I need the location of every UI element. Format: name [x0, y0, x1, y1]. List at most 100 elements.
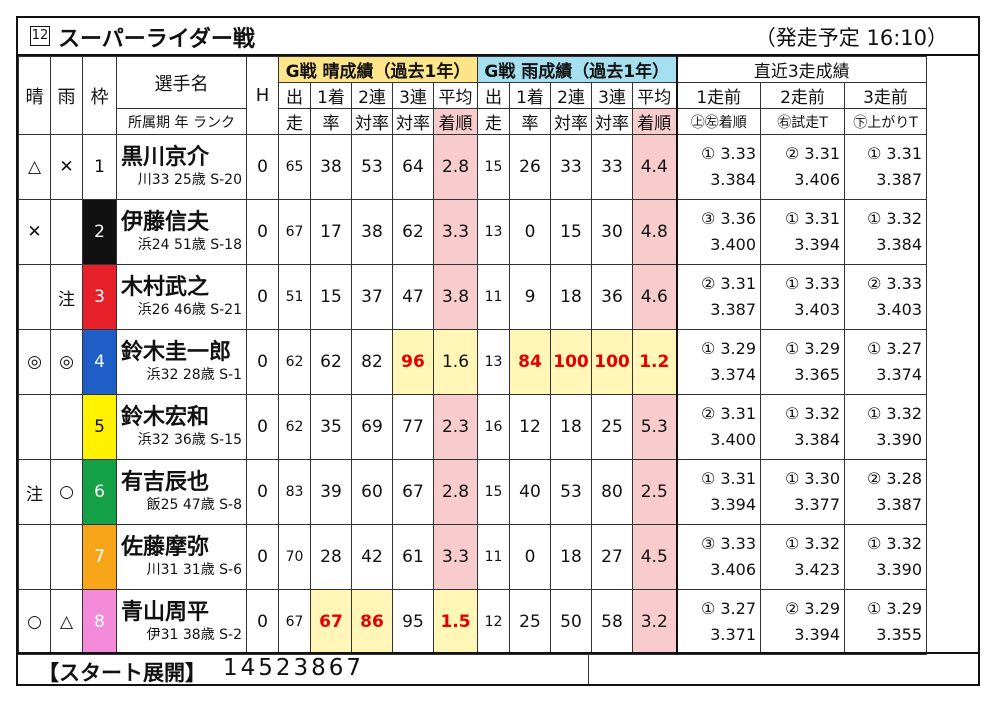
recent-agari-time: 3.394: [710, 495, 756, 514]
header-row-1: 晴 雨 枠 選手名 H G戦 晴成績（過去1年） G戦 雨成績（過去1年） 直近…: [18, 56, 927, 135]
rain-win-rate: 12: [509, 394, 551, 460]
handicap: 0: [246, 264, 279, 330]
title-bar: 12 スーパーライダー戦 （発走予定 16:10）: [18, 18, 978, 56]
rain-runs: 15: [477, 459, 510, 525]
header-row-3: 所属期 年 ランク 走 率 対率 対率 着順 走 率 対率 対率 着順 ㊤㊧着順…: [19, 108, 927, 135]
rider-name-cell: 黒川京介 川33 25歳 S-20: [116, 134, 247, 200]
sun-avg-finish: 2.8: [433, 459, 478, 525]
rain-avg-finish: 2.5: [632, 459, 677, 525]
rain-win-rate: 0: [509, 199, 551, 265]
header-row-2: 出 1着 2連 3連 平均 出 1着 2連 3連 平均 1走前 2走前 3走前: [19, 82, 927, 109]
sun-avg-finish: 3.3: [433, 524, 478, 590]
recent-place-trial: ① 3.32: [784, 534, 840, 553]
rain-trio-rate: 80: [591, 459, 633, 525]
sun-win-rate: 35: [310, 394, 352, 460]
sun-quinella-rate: 69: [351, 394, 393, 460]
recent-place-trial: ② 3.31: [700, 274, 756, 293]
header-c2b-rain: 率: [509, 108, 551, 135]
rider-name-cell: 鈴木宏和 浜32 36歳 S-15: [116, 394, 247, 460]
rain-quinella-rate: 18: [550, 524, 592, 590]
rain-quinella-rate: 18: [550, 394, 592, 460]
recent-agari-time: 3.387: [710, 300, 756, 319]
header-waku: 枠: [82, 56, 117, 135]
recent-agari-time: 3.387: [876, 495, 922, 514]
recent-place-trial: ② 3.29: [784, 599, 840, 618]
rain-trio-rate: 25: [591, 394, 633, 460]
sun-trio-rate: 67: [392, 459, 434, 525]
pred-rain: [50, 199, 83, 265]
sun-win-rate: 39: [310, 459, 352, 525]
rider-row: 注 3 木村武之 浜26 46歳 S-21 0 51 15 37 47 3.8 11 9 18 36 4.6…: [18, 264, 927, 330]
rain-runs: 12: [477, 589, 510, 655]
start-label: 【スタート展開】: [38, 661, 206, 685]
rider-name-cell: 伊藤信夫 浜24 51歳 S-18: [116, 199, 247, 265]
sun-quinella-rate: 82: [351, 329, 393, 395]
recent-agari-time: 3.403: [876, 300, 922, 319]
rain-avg-finish: 4.5: [632, 524, 677, 590]
header-g-rain: G戦 雨成績（過去1年）: [477, 56, 677, 83]
recent-race-2: ① 3.29 3.365: [760, 329, 845, 395]
start-order: 14523867: [223, 655, 365, 681]
rider-info: 川33 25歳 S-20: [137, 172, 242, 188]
recent-place-trial: ② 3.33: [866, 274, 922, 293]
waku-number: 2: [82, 199, 117, 265]
recent-race-1: ① 3.31 3.394: [675, 459, 761, 525]
pred-rain: ○: [50, 459, 83, 525]
recent-race-1: ① 3.33 3.384: [675, 134, 761, 200]
header-r3: 3走前: [844, 82, 927, 109]
recent-place-trial: ① 3.32: [866, 534, 922, 553]
waku-number: 5: [82, 394, 117, 460]
recent-place-trial: ② 3.28: [866, 469, 922, 488]
sun-avg-finish: 2.8: [433, 134, 478, 200]
recent-race-3: ① 3.32 3.390: [844, 394, 927, 460]
header-c5b: 着順: [433, 108, 478, 135]
sun-runs: 62: [278, 329, 311, 395]
header-c2b: 率: [310, 108, 352, 135]
recent-agari-time: 3.365: [794, 365, 840, 384]
recent-agari-time: 3.400: [710, 235, 756, 254]
rain-quinella-rate: 18: [550, 264, 592, 330]
sun-win-rate: 67: [310, 589, 352, 655]
sun-avg-finish: 1.6: [433, 329, 478, 395]
sun-runs: 65: [278, 134, 311, 200]
rain-avg-finish: 4.4: [632, 134, 677, 200]
rider-name-cell: 佐藤摩弥 川31 31歳 S-6: [116, 524, 247, 590]
sun-trio-rate: 96: [392, 329, 434, 395]
recent-race-2: ① 3.33 3.403: [760, 264, 845, 330]
recent-agari-time: 3.377: [794, 495, 840, 514]
rider-name-cell: 鈴木圭一郎 浜32 28歳 S-1: [116, 329, 247, 395]
waku-number: 3: [82, 264, 117, 330]
handicap: 0: [246, 394, 279, 460]
sun-win-rate: 28: [310, 524, 352, 590]
header-c1b: 走: [278, 108, 311, 135]
header-name-sub: 所属期 年 ランク: [116, 108, 247, 135]
pred-sun: [18, 264, 51, 330]
recent-race-3: ① 3.32 3.390: [844, 524, 927, 590]
header-rain: 雨: [50, 56, 83, 135]
recent-place-trial: ① 3.29: [866, 599, 922, 618]
rain-avg-finish: 4.6: [632, 264, 677, 330]
recent-race-1: ① 3.29 3.374: [675, 329, 761, 395]
recent-place-trial: ① 3.32: [784, 404, 840, 423]
header-c4a-rain: 3連: [591, 82, 633, 109]
rain-quinella-rate: 15: [550, 199, 592, 265]
race-title: スーパーライダー戦: [58, 27, 255, 52]
sun-runs: 67: [278, 589, 311, 655]
sun-win-rate: 17: [310, 199, 352, 265]
recent-agari-time: 3.406: [710, 560, 756, 579]
pred-sun: 注: [18, 459, 51, 525]
rider-name: 伊藤信夫: [121, 210, 210, 235]
handicap: 0: [246, 134, 279, 200]
rain-quinella-rate: 100: [550, 329, 592, 395]
rider-name: 有吉辰也: [121, 470, 210, 495]
sun-runs: 67: [278, 199, 311, 265]
rain-runs: 11: [477, 524, 510, 590]
pred-sun: [18, 394, 51, 460]
sun-quinella-rate: 38: [351, 199, 393, 265]
recent-race-1: ② 3.31 3.387: [675, 264, 761, 330]
sun-quinella-rate: 53: [351, 134, 393, 200]
rider-name-cell: 青山周平 伊31 38歳 S-2: [116, 589, 247, 655]
header-r1b: ㊤㊧着順: [675, 108, 761, 135]
rider-info: 飯25 47歳 S-8: [146, 497, 242, 513]
sun-runs: 62: [278, 394, 311, 460]
